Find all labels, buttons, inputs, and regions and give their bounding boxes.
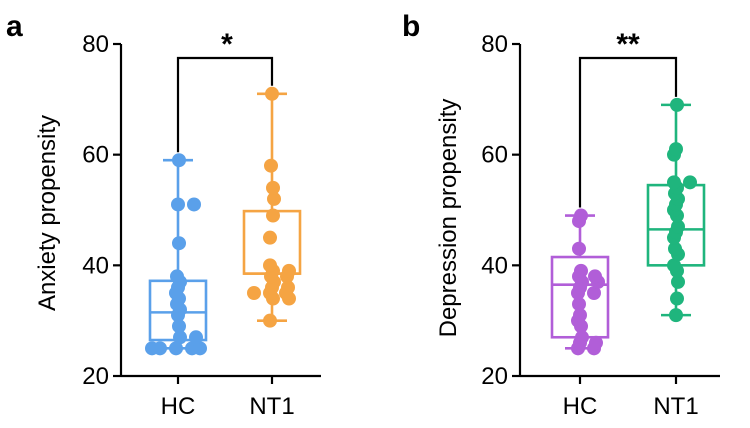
data-point — [187, 197, 201, 212]
data-point — [172, 153, 186, 168]
data-point — [573, 308, 587, 323]
data-point — [266, 180, 280, 195]
panel-b-points — [571, 97, 697, 356]
data-point — [264, 158, 278, 173]
data-point — [670, 291, 684, 306]
panel-a-axes: 20 40 60 80 HC NT1 — [82, 31, 321, 420]
data-point — [170, 269, 184, 284]
panel-b-significance-label: ** — [616, 28, 640, 61]
panel-a-points — [145, 86, 296, 356]
data-point — [683, 175, 697, 190]
panel-b-letter: b — [402, 10, 420, 43]
data-point — [189, 330, 203, 345]
x-tick-label: NT1 — [249, 393, 294, 420]
panel-b-axes: 20 40 60 80 HC NT1 — [481, 31, 720, 420]
data-point — [670, 97, 684, 112]
data-point — [145, 341, 159, 356]
data-point — [169, 341, 183, 356]
data-point — [247, 286, 261, 300]
significance-bracket — [578, 56, 678, 208]
data-point — [171, 197, 185, 212]
y-tick-label: 20 — [481, 363, 508, 390]
data-point — [667, 175, 681, 190]
panel-b-y-axis-title: Depression propensity — [435, 99, 462, 338]
data-point — [589, 335, 603, 350]
panel-b-significance: ** — [578, 28, 678, 208]
data-point — [266, 208, 280, 223]
panel-a-y-axis-title: Anxiety propensity — [34, 115, 61, 311]
data-point — [667, 258, 681, 273]
y-tick-label: 60 — [82, 142, 109, 169]
panel-a-boxes — [148, 92, 302, 350]
y-tick-label: 20 — [82, 363, 109, 390]
panel-a-significance-label: * — [221, 28, 233, 61]
data-point — [669, 308, 683, 323]
data-point — [282, 263, 296, 278]
y-tick-label: 60 — [481, 142, 508, 169]
data-point — [172, 236, 186, 251]
data-point — [587, 286, 601, 300]
data-point — [193, 341, 207, 356]
data-point — [263, 230, 277, 245]
data-point — [574, 208, 588, 223]
data-point — [173, 330, 187, 345]
x-tick-label: HC — [161, 393, 196, 420]
data-point — [572, 297, 586, 312]
data-point — [572, 241, 586, 256]
panel-a-letter: a — [6, 10, 23, 43]
data-point — [172, 319, 186, 334]
data-point — [263, 313, 277, 328]
data-point — [281, 280, 295, 295]
x-tick-label: NT1 — [653, 393, 698, 420]
data-point — [267, 191, 281, 206]
data-point — [265, 86, 279, 101]
data-point — [263, 258, 277, 273]
data-point — [671, 274, 685, 289]
y-tick-label: 40 — [82, 252, 109, 279]
panel-b: b Depression propensity 20 40 60 80 HC NT1 ** — [402, 10, 720, 420]
data-point — [575, 330, 589, 345]
panel-a-significance: * — [176, 28, 274, 153]
x-tick-label: HC — [563, 393, 598, 420]
y-tick-label: 80 — [82, 31, 109, 58]
data-point — [574, 263, 588, 278]
data-point — [669, 142, 683, 157]
y-tick-label: 80 — [481, 31, 508, 58]
data-point — [668, 241, 682, 256]
significance-bracket — [176, 56, 274, 153]
panel-a: a Anxiety propensity 20 40 60 80 HC NT1 * — [6, 10, 321, 420]
data-point — [671, 219, 685, 234]
y-tick-label: 40 — [481, 252, 508, 279]
data-point — [588, 269, 602, 284]
